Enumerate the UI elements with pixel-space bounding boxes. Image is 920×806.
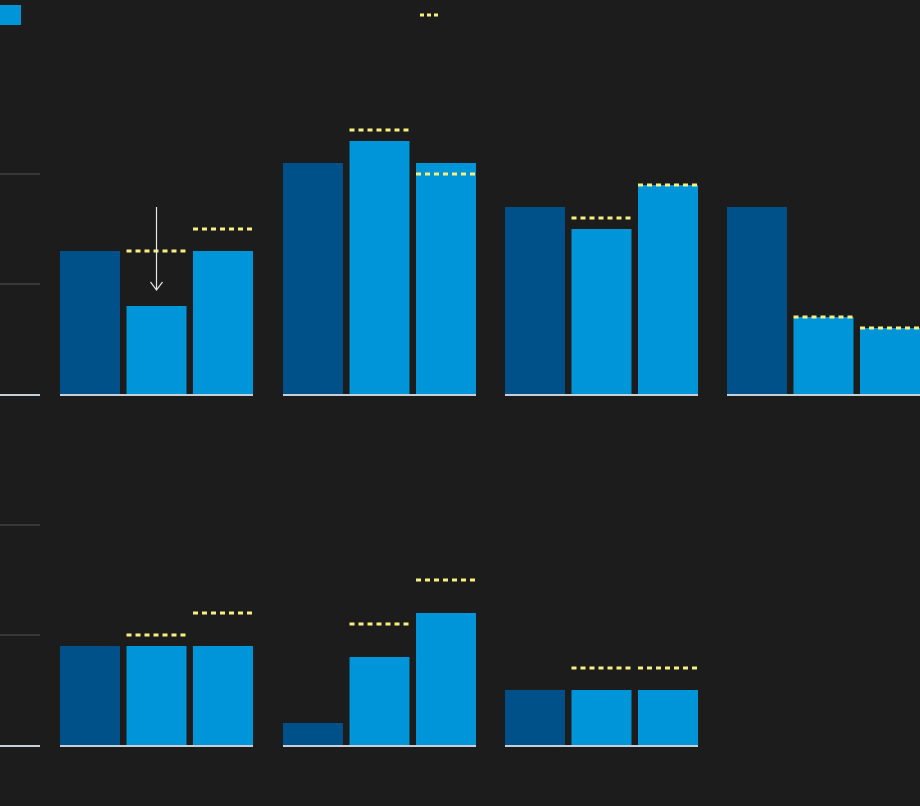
bar-0-3-2 (860, 328, 920, 394)
bar-1-1-2 (416, 613, 476, 745)
bar-1-1-0 (283, 723, 343, 745)
bar-0-2-1 (571, 229, 632, 394)
bar-0-2-0 (505, 207, 565, 394)
bar-0-3-0 (727, 207, 787, 394)
bar-1-2-0 (505, 690, 565, 745)
bar-0-0-0 (60, 251, 120, 394)
bar-1-2-1 (571, 690, 632, 745)
bar-0-2-2 (638, 185, 698, 394)
legend-swatch (0, 5, 21, 25)
bar-1-0-1 (126, 646, 187, 745)
bar-1-1-1 (349, 657, 410, 745)
bar-0-0-1 (126, 306, 187, 394)
bar-0-3-1 (793, 317, 854, 394)
annotation-arrow-head (150, 281, 163, 291)
bar-1-0-2 (193, 646, 253, 745)
bar-1-0-0 (60, 646, 120, 745)
bar-0-1-1 (349, 141, 410, 394)
bar-1-2-2 (638, 690, 698, 745)
bar-0-1-0 (283, 163, 343, 394)
bar-0-1-2 (416, 163, 476, 394)
bar-0-0-2 (193, 251, 253, 394)
